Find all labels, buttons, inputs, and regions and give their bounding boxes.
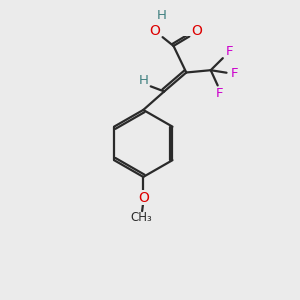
Text: O: O <box>191 24 202 38</box>
Text: F: F <box>226 45 233 58</box>
Text: O: O <box>138 191 149 205</box>
Text: H: H <box>157 9 167 22</box>
Text: CH₃: CH₃ <box>130 211 152 224</box>
Text: F: F <box>231 67 238 80</box>
Text: H: H <box>139 74 149 87</box>
Text: O: O <box>149 24 160 38</box>
Text: F: F <box>216 87 223 100</box>
